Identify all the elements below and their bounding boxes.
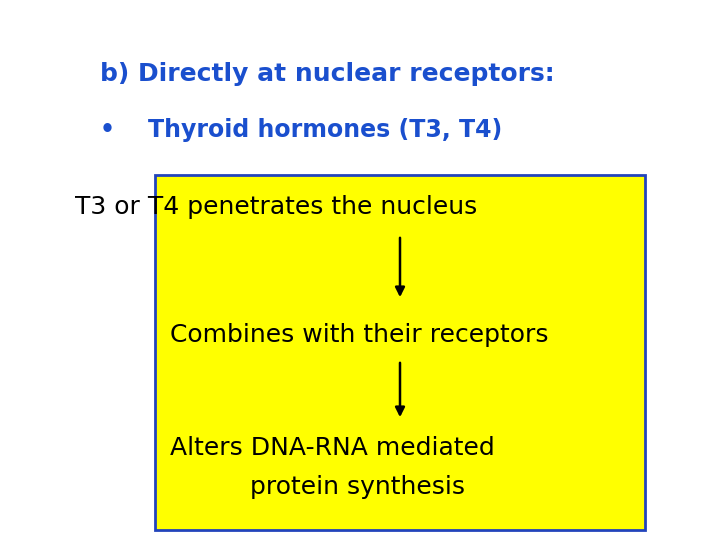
- Bar: [155, 175, 645, 530]
- Text: b) Directly at nuclear receptors:: b) Directly at nuclear receptors:: [100, 62, 554, 86]
- Text: Alters DNA-RNA mediated: Alters DNA-RNA mediated: [170, 436, 495, 460]
- Text: •    Thyroid hormones (T3, T4): • Thyroid hormones (T3, T4): [100, 118, 503, 142]
- Text: Combines with their receptors: Combines with their receptors: [170, 323, 549, 347]
- Text: T3 or T4 penetrates the nucleus: T3 or T4 penetrates the nucleus: [75, 195, 477, 219]
- Text: protein synthesis: protein synthesis: [250, 475, 465, 499]
